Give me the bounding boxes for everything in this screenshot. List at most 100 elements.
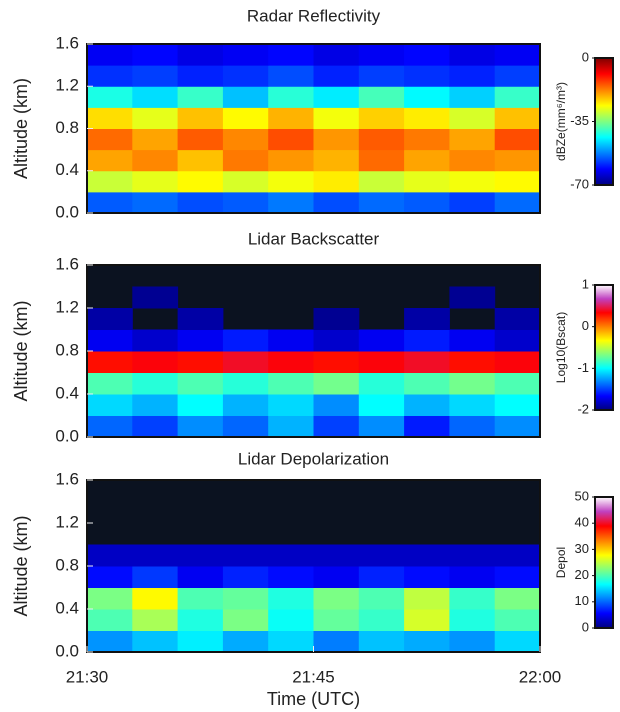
heatmap-cell xyxy=(494,630,541,653)
colorbar-tick-label: 10 xyxy=(575,593,589,608)
colorbar-label: Log10(Bscat) xyxy=(554,312,568,383)
heatmap-cell xyxy=(449,566,496,588)
heatmap-cell xyxy=(404,415,450,438)
heatmap-cell xyxy=(358,107,405,129)
heatmap-cell xyxy=(313,415,360,438)
heatmap-cell xyxy=(222,86,269,108)
heatmap-cell xyxy=(313,65,360,87)
heatmap-cell xyxy=(177,86,224,108)
heatmap-cell xyxy=(132,286,179,309)
heatmap-cell xyxy=(449,351,496,373)
heatmap-cell xyxy=(404,149,450,172)
heatmap-cell xyxy=(404,107,450,129)
heatmap-cell xyxy=(268,372,314,395)
y-tick-label: 1.2 xyxy=(55,297,79,316)
colorbar-tick-label: -70 xyxy=(570,176,589,191)
heatmap-cell xyxy=(177,566,224,588)
heatmap-cell xyxy=(177,544,224,567)
heatmap-cell xyxy=(313,394,360,416)
heatmap-cell xyxy=(404,630,450,653)
heatmap-cell xyxy=(268,351,314,373)
heatmap-cell xyxy=(132,149,179,172)
heatmap-cell xyxy=(268,191,314,214)
heatmap-cell xyxy=(313,544,360,567)
x-tick-label: 22:00 xyxy=(519,667,562,686)
y-axis-label: Altitude (km) xyxy=(11,300,31,401)
heatmap-cell xyxy=(87,128,133,151)
heatmap-cell xyxy=(132,544,179,567)
heatmap-cell xyxy=(177,191,224,214)
heatmap-cell xyxy=(268,149,314,172)
y-tick-label: 0.0 xyxy=(55,641,79,660)
y-tick-label: 1.2 xyxy=(55,76,79,95)
heatmap-cell xyxy=(268,544,314,567)
heatmap-cell xyxy=(222,544,269,567)
heatmap-cell xyxy=(222,149,269,172)
heatmap-cell xyxy=(132,86,179,108)
y-tick-label: 1.6 xyxy=(55,33,79,52)
y-tick-label: 0.0 xyxy=(55,426,79,445)
colorbar-tick-label: -35 xyxy=(570,113,589,128)
heatmap-cell xyxy=(313,351,360,373)
heatmap-cell xyxy=(449,286,496,309)
heatmap-cell xyxy=(268,44,314,66)
panel-title: Lidar Depolarization xyxy=(238,449,389,468)
heatmap-cell xyxy=(222,170,269,193)
heatmap-cell xyxy=(87,566,133,588)
heatmap-cell xyxy=(404,128,450,151)
heatmap-cell xyxy=(87,149,133,172)
heatmap-cell xyxy=(494,544,541,567)
heatmap-cell xyxy=(87,191,133,214)
colorbar-tick-label: -1 xyxy=(577,360,589,375)
heatmap-cell xyxy=(358,566,405,588)
heatmap-cell xyxy=(268,587,314,610)
y-tick-label: 0.4 xyxy=(55,383,79,402)
heatmap-cell xyxy=(87,329,133,352)
heatmap-cell xyxy=(358,544,405,567)
heatmap-cell xyxy=(222,394,269,416)
heatmap-cell xyxy=(132,394,179,416)
heatmap-cell xyxy=(222,587,269,610)
heatmap-cell xyxy=(313,191,360,214)
heatmap-cell xyxy=(132,170,179,193)
heatmap-cell xyxy=(87,170,133,193)
heatmap-cell xyxy=(87,630,133,653)
heatmap-cell xyxy=(87,308,133,330)
y-tick-label: 1.6 xyxy=(55,254,79,273)
heatmap-cell xyxy=(404,308,450,330)
heatmap-cell xyxy=(313,107,360,129)
heatmap-cell xyxy=(494,566,541,588)
heatmap-cell xyxy=(177,308,224,330)
heatmap-cell xyxy=(494,44,541,66)
heatmap-cell xyxy=(268,170,314,193)
colorbar-tick-label: 30 xyxy=(575,541,589,556)
heatmap-cell xyxy=(268,415,314,438)
heatmap-cell xyxy=(494,351,541,373)
colorbar-tick-label: 1 xyxy=(582,276,589,291)
x-axis-label: Time (UTC) xyxy=(267,689,360,709)
heatmap-cell xyxy=(177,149,224,172)
heatmap-cell xyxy=(313,308,360,330)
heatmap-cell xyxy=(132,372,179,395)
colorbar-tick-label: 0 xyxy=(582,49,589,64)
heatmap-cell xyxy=(313,86,360,108)
heatmap-cell xyxy=(268,65,314,87)
heatmap-cell xyxy=(449,394,496,416)
heatmap-cell xyxy=(494,86,541,108)
y-tick-label: 0.8 xyxy=(55,118,79,137)
heatmap-cell xyxy=(132,65,179,87)
heatmap-cell xyxy=(268,86,314,108)
heatmap-cell xyxy=(87,372,133,395)
heatmap-cell xyxy=(87,351,133,373)
heatmap-cell xyxy=(449,415,496,438)
heatmap-cell xyxy=(494,394,541,416)
heatmap-cell xyxy=(222,128,269,151)
heatmap-cell xyxy=(404,609,450,631)
heatmap-cell xyxy=(494,372,541,395)
heatmap-cell xyxy=(404,191,450,214)
colorbar-tick-label: -2 xyxy=(577,401,589,416)
y-tick-label: 1.6 xyxy=(55,469,79,488)
heatmap-cell xyxy=(494,170,541,193)
heatmap-cell xyxy=(177,107,224,129)
heatmap-cell xyxy=(87,394,133,416)
